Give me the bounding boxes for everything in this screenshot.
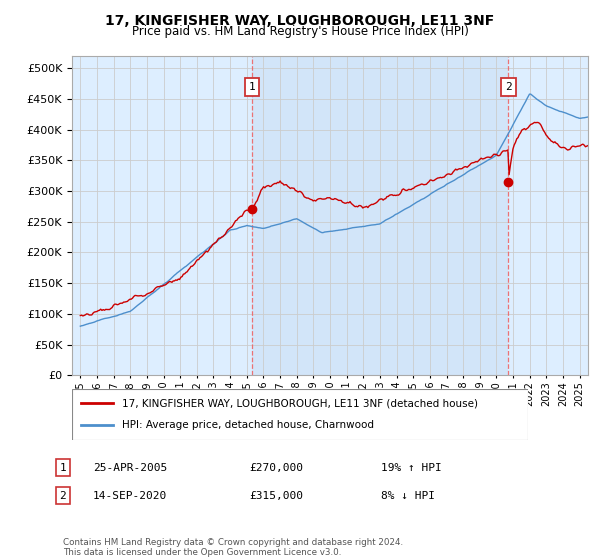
Text: 14-SEP-2020: 14-SEP-2020 — [93, 491, 167, 501]
Text: HPI: Average price, detached house, Charnwood: HPI: Average price, detached house, Char… — [122, 421, 374, 431]
Text: Contains HM Land Registry data © Crown copyright and database right 2024.
This d: Contains HM Land Registry data © Crown c… — [63, 538, 403, 557]
Text: 2: 2 — [59, 491, 67, 501]
Text: 19% ↑ HPI: 19% ↑ HPI — [381, 463, 442, 473]
Text: 1: 1 — [59, 463, 67, 473]
Text: 17, KINGFISHER WAY, LOUGHBOROUGH, LE11 3NF (detached house): 17, KINGFISHER WAY, LOUGHBOROUGH, LE11 3… — [122, 398, 478, 408]
Text: 25-APR-2005: 25-APR-2005 — [93, 463, 167, 473]
Text: £270,000: £270,000 — [249, 463, 303, 473]
Text: 17, KINGFISHER WAY, LOUGHBOROUGH, LE11 3NF: 17, KINGFISHER WAY, LOUGHBOROUGH, LE11 3… — [106, 14, 494, 28]
FancyBboxPatch shape — [72, 389, 528, 440]
Text: £315,000: £315,000 — [249, 491, 303, 501]
Text: 2: 2 — [505, 82, 512, 92]
Bar — [252, 56, 508, 375]
Text: 8% ↓ HPI: 8% ↓ HPI — [381, 491, 435, 501]
Text: 1: 1 — [249, 82, 256, 92]
Text: Price paid vs. HM Land Registry's House Price Index (HPI): Price paid vs. HM Land Registry's House … — [131, 25, 469, 38]
